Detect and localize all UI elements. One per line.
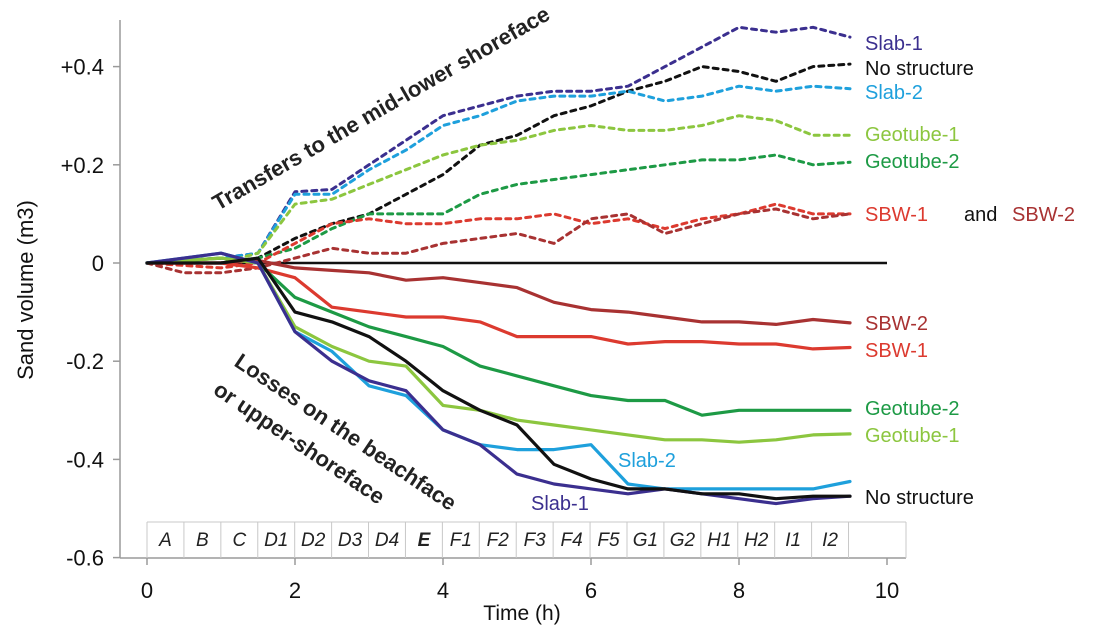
label-sbw2-top: SBW-2 [1012,204,1075,226]
label-geotube1-bottom: Geotube-1 [865,425,960,447]
phase-label: D4 [375,530,399,551]
phase-label: F4 [561,530,583,551]
phase-label: F3 [524,530,547,551]
phase-label: G2 [670,530,696,551]
phase-label: G1 [633,530,658,551]
label-nostruct-bottom: No structure [865,487,974,509]
label-sbw1-bottom: SBW-1 [865,340,928,362]
phase-label: D2 [301,530,326,551]
label-slab1-top: Slab-1 [865,33,923,55]
series-slab1-dashed [145,25,852,265]
x-tick-label: 10 [875,578,899,603]
y-tick-label: 0 [92,251,104,276]
x-tick-label: 0 [141,578,153,603]
series-sbw2-solid [145,258,852,326]
label-geotube2-bottom: Geotube-2 [865,398,960,420]
phase-labels: A B C D1 D2 D3 D4 E F1 F2 F3 F4 F5 G1 G2 H1 H2 I1 I2 [158,530,838,551]
phase-label: F5 [597,530,620,551]
y-tick-label: -0.4 [66,447,104,472]
phase-dividers [146,522,850,558]
series-geotube1-solid [145,256,852,444]
y-tick-label: +0.4 [61,55,104,80]
series-geotube2-dashed [145,153,852,265]
x-tick-label: 4 [437,578,449,603]
y-tick-label: -0.6 [66,546,104,571]
label-slab2-top: Slab-2 [865,82,923,104]
x-tick-label: 2 [289,578,301,603]
label-sbw2-bottom: SBW-2 [865,313,928,335]
x-tick-label: 6 [585,578,597,603]
series-nostruct-solid [145,256,852,501]
phase-label: F1 [450,530,472,551]
y-tick-label: -0.2 [66,349,104,374]
phase-label: E [418,530,432,551]
series-slab2-dashed [145,84,852,265]
x-axis-label: Time (h) [483,602,560,625]
label-sbw1-top: SBW-1 [865,204,928,226]
label-geotube1-top: Geotube-1 [865,124,960,146]
y-tick-label: +0.2 [61,153,104,178]
series-geotube1-dashed [145,114,852,265]
phase-label: H2 [744,530,769,551]
x-tick-label: 8 [733,578,745,603]
series-sbw1-dashed [145,202,852,270]
phase-label: D3 [338,530,363,551]
phase-label: B [196,530,209,551]
y-axis-label: Sand volume (m3) [13,200,38,380]
series-layer [145,25,852,506]
series-nostruct-dashed [145,62,852,265]
series-slab1-solid [145,251,852,506]
series-geotube2-solid [145,256,852,417]
phase-label: H1 [707,530,731,551]
phase-label: I1 [785,530,801,551]
series-sbw1-solid [145,261,852,351]
phase-label: D1 [264,530,288,551]
label-slab1-bottom: Slab-1 [531,493,589,515]
label-slab2-bottom: Slab-2 [618,450,676,472]
phase-label: I2 [822,530,838,551]
label-and: and [964,204,997,226]
phase-label: A [158,530,172,551]
x-ticks: 0 2 4 6 8 10 [141,558,899,603]
y-ticks: +0.4 +0.2 0 -0.2 -0.4 -0.6 [61,55,120,571]
label-nostruct-top: No structure [865,58,974,80]
phase-label: F2 [487,530,510,551]
label-geotube2-top: Geotube-2 [865,151,960,173]
phase-label: C [232,530,246,551]
